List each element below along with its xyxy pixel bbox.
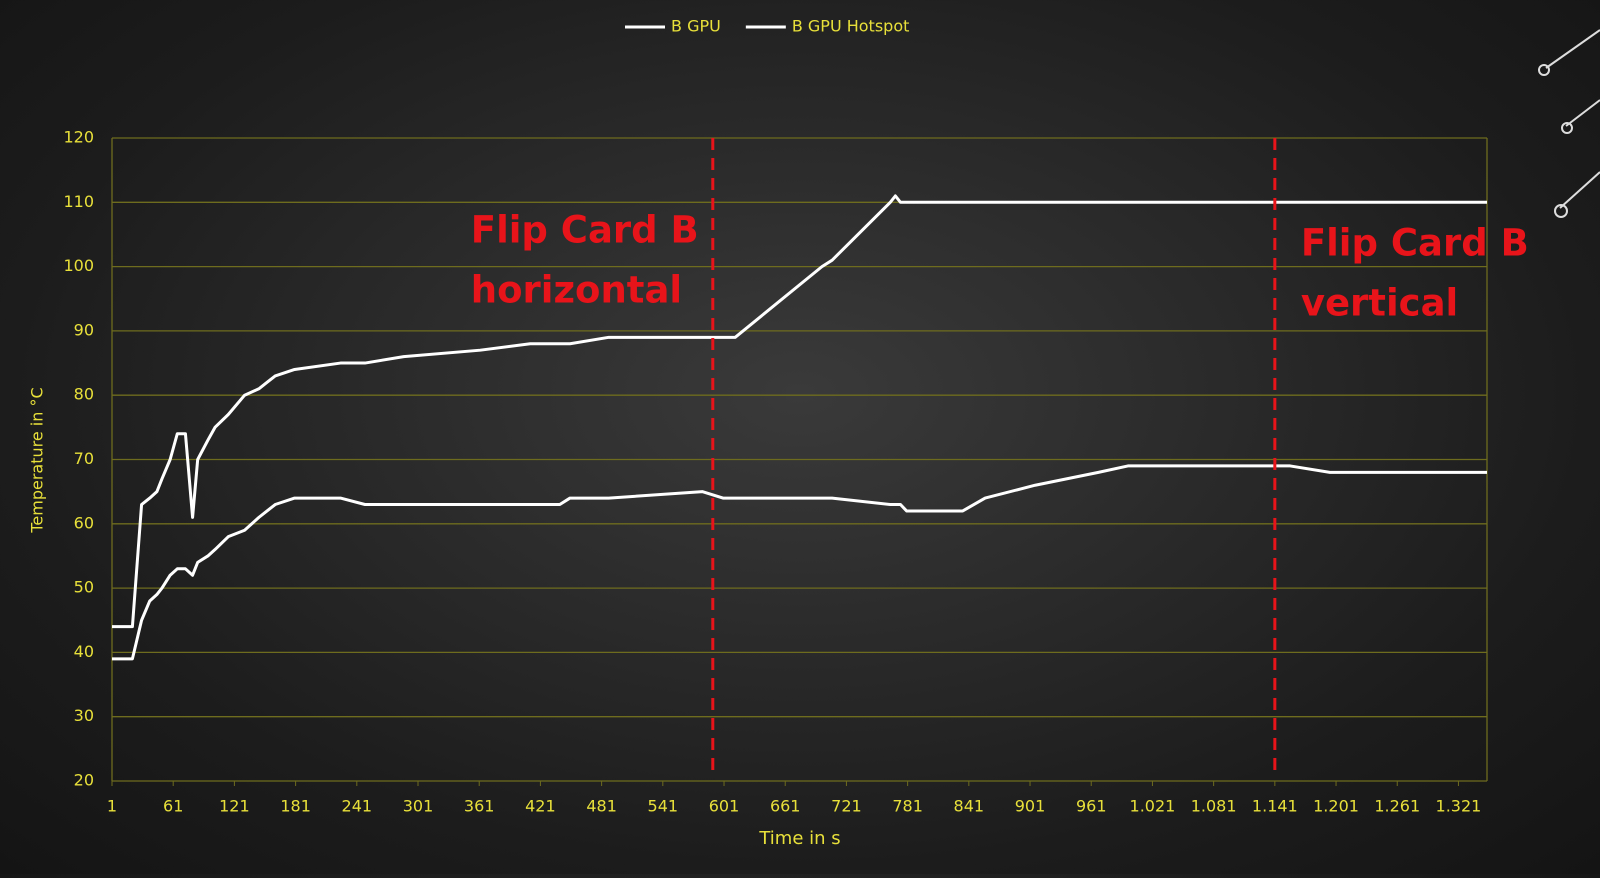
series-line [112, 194, 1487, 629]
annotation-text: horizontal [471, 269, 682, 312]
x-tick-label: 1.321 [1436, 797, 1482, 816]
x-tick-label: 601 [709, 797, 740, 816]
x-tick-label: 841 [954, 797, 985, 816]
y-tick-label: 120 [63, 128, 94, 147]
x-tick-label: 61 [163, 797, 183, 816]
x-tick-label: 361 [464, 797, 495, 816]
decoration [1538, 29, 1600, 218]
x-tick-label: 1.021 [1130, 797, 1176, 816]
y-tick-label: 110 [63, 192, 94, 211]
x-tick-label: 481 [586, 797, 617, 816]
x-tick-label: 301 [403, 797, 434, 816]
x-tick-label: 121 [219, 797, 250, 816]
annotation-text: Flip Card B [471, 209, 699, 252]
x-tick-label: 1.261 [1374, 797, 1420, 816]
y-tick-label: 90 [74, 320, 94, 339]
y-axis-title: Temperature in °C [28, 387, 47, 533]
series-line [112, 464, 1487, 661]
y-tick-label: 60 [74, 513, 94, 532]
x-tick-label: 1 [107, 797, 117, 816]
legend-label: B GPU [671, 17, 721, 36]
x-axis-title: Time in s [758, 828, 840, 849]
x-tick-label: 721 [831, 797, 862, 816]
y-tick-label: 80 [74, 385, 94, 404]
x-tick-label: 661 [770, 797, 801, 816]
x-tick-label: 421 [525, 797, 556, 816]
x-tick-label: 901 [1015, 797, 1046, 816]
y-tick-label: 20 [74, 771, 94, 790]
x-tick-label: 961 [1076, 797, 1107, 816]
legend-label: B GPU Hotspot [792, 17, 910, 36]
x-tick-label: 781 [892, 797, 923, 816]
x-tick-label: 1.081 [1191, 797, 1237, 816]
x-tick-label: 1.201 [1313, 797, 1359, 816]
annotation-text: Flip Card B [1301, 222, 1529, 265]
y-tick-label: 30 [74, 706, 94, 725]
x-tick-label: 1.141 [1252, 797, 1298, 816]
y-tick-label: 70 [74, 449, 94, 468]
x-tick-label: 181 [280, 797, 311, 816]
x-tick-label: 541 [648, 797, 679, 816]
y-tick-label: 40 [74, 642, 94, 661]
x-tick-label: 241 [342, 797, 373, 816]
annotation-text: vertical [1301, 282, 1458, 325]
y-tick-label: 100 [63, 256, 94, 275]
y-tick-label: 50 [74, 578, 94, 597]
